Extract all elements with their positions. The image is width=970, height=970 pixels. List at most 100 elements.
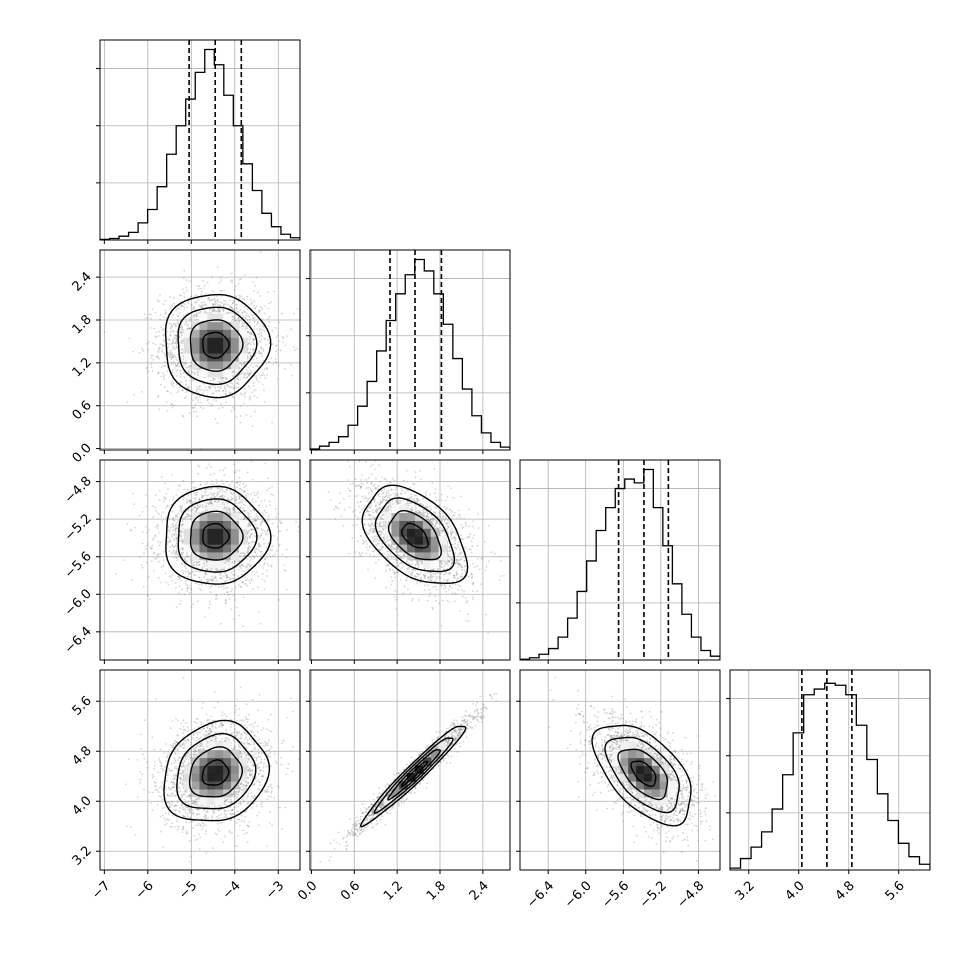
scatter-point	[229, 489, 232, 491]
density-cell	[207, 551, 216, 561]
scatter-point	[243, 503, 246, 506]
scatter-point	[213, 473, 215, 475]
scatter-point	[184, 303, 186, 305]
scatter-point	[280, 521, 282, 524]
scatter-point	[169, 349, 172, 352]
scatter-point	[408, 504, 410, 507]
scatter-point	[181, 325, 183, 327]
scatter-point	[195, 560, 198, 563]
scatter-point	[232, 509, 235, 511]
scatter-point	[206, 581, 209, 583]
scatter-point	[220, 568, 223, 571]
scatter-point	[178, 556, 181, 558]
scatter-point	[157, 512, 159, 514]
scatter-point	[254, 388, 257, 391]
scatter-point	[184, 362, 187, 364]
scatter-point	[237, 317, 240, 319]
scatter-point	[255, 493, 258, 496]
scatter-point	[213, 385, 215, 387]
scatter-point	[472, 525, 474, 528]
scatter-point	[389, 547, 392, 549]
scatter-point	[250, 532, 253, 535]
scatter-point	[196, 504, 199, 507]
scatter-point	[446, 523, 448, 526]
scatter-point	[200, 301, 203, 304]
scatter-point	[178, 576, 181, 578]
scatter-point	[164, 365, 166, 367]
scatter-point	[228, 307, 231, 309]
scatter-point	[175, 335, 178, 338]
scatter-point	[205, 490, 207, 493]
scatter-point	[227, 303, 230, 306]
scatter-point	[243, 553, 246, 555]
scatter-point	[231, 301, 234, 304]
scatter-point	[215, 576, 218, 579]
scatter-point	[160, 515, 163, 518]
scatter-point	[243, 298, 245, 300]
scatter-point	[388, 494, 390, 497]
scatter-point	[174, 527, 177, 530]
scatter-point	[158, 300, 161, 303]
scatter-point	[261, 554, 263, 556]
scatter-point	[267, 565, 270, 567]
scatter-point	[471, 545, 474, 548]
scatter-point	[416, 562, 418, 564]
scatter-point	[216, 295, 218, 298]
scatter-point	[250, 460, 253, 463]
scatter-point	[203, 565, 206, 568]
scatter-point	[411, 598, 414, 600]
scatter-point	[403, 555, 405, 557]
scatter-point	[240, 564, 243, 567]
scatter-point	[226, 480, 229, 483]
scatter-point	[190, 606, 193, 609]
scatter-point	[465, 601, 468, 604]
scatter-point	[181, 553, 184, 556]
scatter-point	[304, 526, 306, 528]
scatter-point	[208, 502, 211, 504]
scatter-point	[238, 278, 241, 281]
scatter-point	[223, 568, 226, 571]
scatter-point	[203, 389, 206, 392]
panel-2-1	[306, 459, 511, 664]
scatter-point	[162, 303, 165, 306]
scatter-point	[180, 507, 183, 510]
scatter-point	[249, 559, 251, 561]
scatter-point	[233, 317, 236, 320]
scatter-point	[254, 410, 257, 413]
scatter-point	[210, 298, 213, 301]
scatter-point	[258, 309, 260, 312]
scatter-point	[464, 597, 467, 599]
scatter-point	[158, 348, 161, 350]
scatter-point	[131, 579, 134, 581]
scatter-point	[217, 377, 220, 380]
scatter-point	[185, 567, 188, 570]
scatter-point	[218, 381, 220, 383]
scatter-point	[231, 561, 234, 564]
scatter-point	[163, 500, 166, 502]
scatter-point	[211, 392, 214, 395]
scatter-point	[214, 568, 217, 571]
scatter-point	[253, 535, 256, 538]
scatter-point	[211, 457, 213, 459]
scatter-point	[184, 565, 187, 568]
scatter-point	[168, 575, 171, 578]
scatter-point	[206, 399, 209, 402]
scatter-point	[444, 573, 447, 575]
scatter-point	[263, 312, 266, 315]
scatter-point	[204, 510, 207, 513]
scatter-point	[243, 510, 246, 513]
scatter-point	[152, 570, 155, 572]
scatter-point	[177, 362, 179, 365]
scatter-point	[448, 573, 451, 576]
scatter-point	[193, 574, 196, 576]
scatter-point	[179, 577, 182, 579]
scatter-point	[246, 372, 249, 375]
scatter-point	[252, 382, 255, 384]
scatter-point	[197, 371, 200, 374]
panel-frame	[309, 249, 511, 451]
scatter-point	[264, 462, 267, 465]
scatter-point	[244, 325, 247, 328]
scatter-point	[205, 505, 208, 507]
scatter-point	[181, 348, 184, 351]
scatter-point	[245, 567, 248, 569]
